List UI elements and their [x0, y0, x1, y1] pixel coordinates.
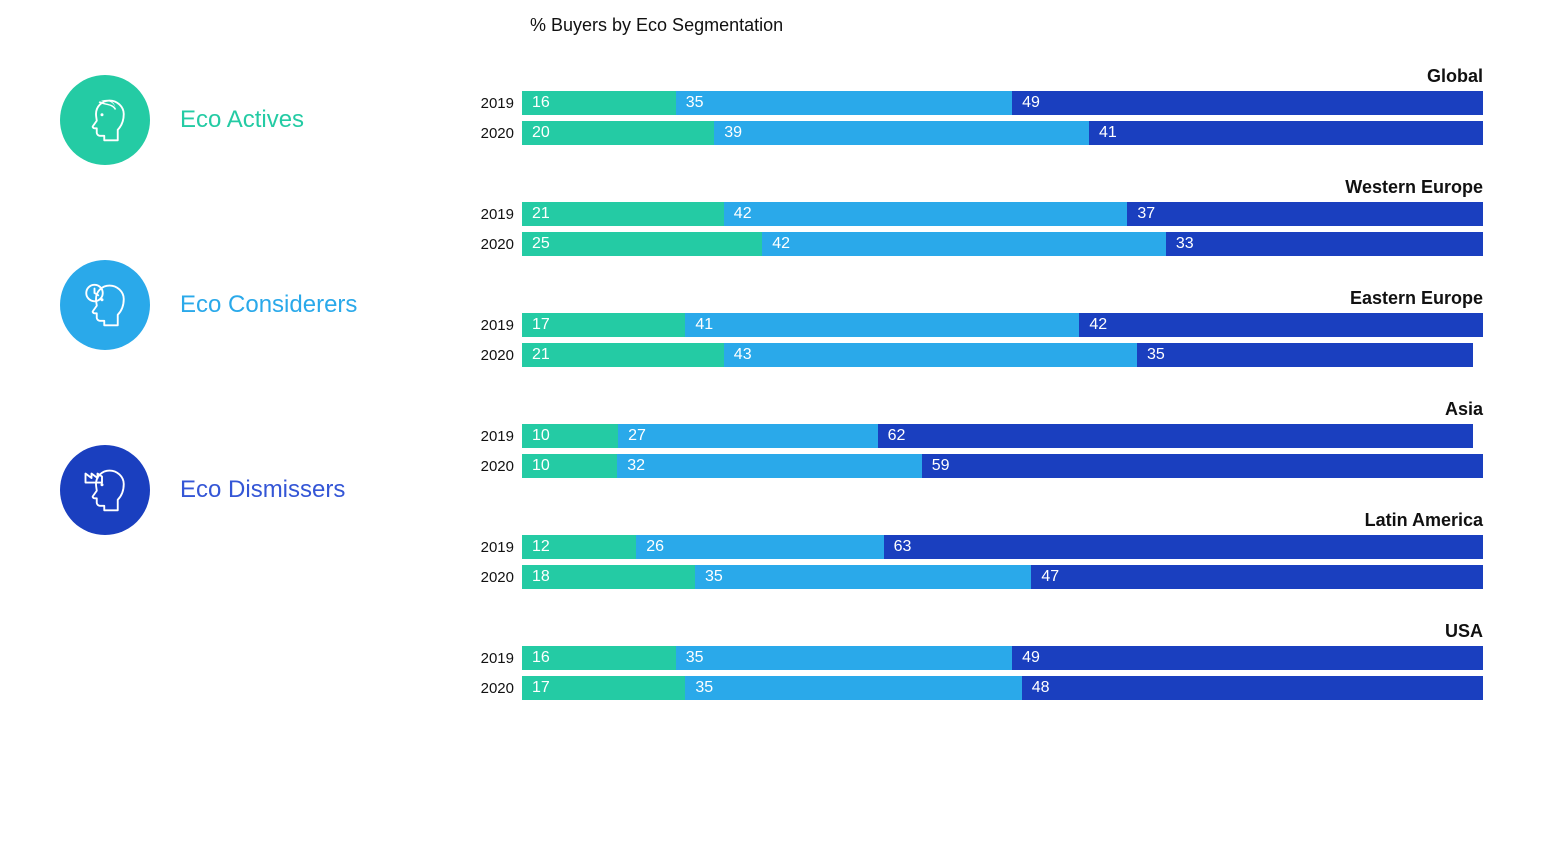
- bar-segment-actives: 16: [522, 646, 676, 670]
- bar-row: 2020103259: [470, 454, 1483, 478]
- clock-head-icon: [60, 260, 150, 350]
- bar-segment-actives: 20: [522, 121, 714, 145]
- factory-head-icon: [60, 445, 150, 535]
- bar-segment-actives: 10: [522, 454, 617, 478]
- bar-segment-actives: 17: [522, 313, 685, 337]
- chart-column: % Buyers by Eco Segmentation Global20191…: [470, 15, 1513, 836]
- legend-item-considerers: Eco Considerers: [60, 260, 470, 350]
- bar-track: 214335: [522, 343, 1483, 367]
- bar-row: 2019102762: [470, 424, 1483, 448]
- bar-track: 103259: [522, 454, 1483, 478]
- leaf-head-icon: [60, 75, 150, 165]
- bar-row: 2020254233: [470, 232, 1483, 256]
- chart-title: % Buyers by Eco Segmentation: [530, 15, 1483, 36]
- bar-track: 254233: [522, 232, 1483, 256]
- bar-track: 163549: [522, 646, 1483, 670]
- bar-segment-considerers: 41: [685, 313, 1079, 337]
- bar-track: 122663: [522, 535, 1483, 559]
- bar-segment-actives: 21: [522, 343, 724, 367]
- bar-segment-considerers: 35: [676, 646, 1012, 670]
- legend-item-dismissers: Eco Dismissers: [60, 445, 470, 535]
- year-label: 2019: [470, 539, 522, 556]
- legend-label: Eco Considerers: [180, 291, 357, 319]
- bar-segment-actives: 12: [522, 535, 636, 559]
- bar-track: 214237: [522, 202, 1483, 226]
- bar-segment-dismissers: 63: [884, 535, 1483, 559]
- bar-segment-dismissers: 33: [1166, 232, 1483, 256]
- bar-segment-actives: 17: [522, 676, 685, 700]
- bar-track: 173548: [522, 676, 1483, 700]
- bar-segment-actives: 16: [522, 91, 676, 115]
- region-label: USA: [470, 621, 1483, 642]
- bar-row: 2020173548: [470, 676, 1483, 700]
- region-block: Western Europe20192142372020254233: [470, 177, 1483, 256]
- bar-segment-dismissers: 35: [1137, 343, 1473, 367]
- region-label: Global: [470, 66, 1483, 87]
- bar-segment-actives: 25: [522, 232, 762, 256]
- legend-column: Eco Actives Eco Considerers Eco Dismisse…: [40, 15, 470, 836]
- bar-track: 183547: [522, 565, 1483, 589]
- region-label: Latin America: [470, 510, 1483, 531]
- bar-segment-considerers: 35: [685, 676, 1021, 700]
- bar-row: 2020214335: [470, 343, 1483, 367]
- year-label: 2020: [470, 236, 522, 253]
- bar-segment-dismissers: 49: [1012, 646, 1483, 670]
- year-label: 2020: [470, 680, 522, 697]
- bar-row: 2020203941: [470, 121, 1483, 145]
- regions-wrapper: Global20191635492020203941Western Europe…: [470, 66, 1483, 700]
- bar-segment-considerers: 26: [636, 535, 883, 559]
- bar-segment-considerers: 35: [695, 565, 1031, 589]
- region-label: Western Europe: [470, 177, 1483, 198]
- bar-segment-actives: 18: [522, 565, 695, 589]
- bar-segment-considerers: 27: [618, 424, 877, 448]
- bar-segment-dismissers: 62: [878, 424, 1474, 448]
- region-block: Latin America20191226632020183547: [470, 510, 1483, 589]
- chart-container: Eco Actives Eco Considerers Eco Dismisse…: [0, 0, 1553, 856]
- legend-item-actives: Eco Actives: [60, 75, 470, 165]
- bar-track: 102762: [522, 424, 1483, 448]
- bar-segment-considerers: 39: [714, 121, 1089, 145]
- year-label: 2019: [470, 317, 522, 334]
- bar-row: 2019214237: [470, 202, 1483, 226]
- bar-row: 2019163549: [470, 646, 1483, 670]
- bar-row: 2019163549: [470, 91, 1483, 115]
- year-label: 2020: [470, 347, 522, 364]
- bar-segment-actives: 21: [522, 202, 724, 226]
- bar-segment-dismissers: 42: [1079, 313, 1483, 337]
- bar-segment-dismissers: 41: [1089, 121, 1483, 145]
- year-label: 2020: [470, 569, 522, 586]
- year-label: 2019: [470, 206, 522, 223]
- year-label: 2019: [470, 650, 522, 667]
- year-label: 2020: [470, 125, 522, 142]
- year-label: 2019: [470, 95, 522, 112]
- bar-track: 174142: [522, 313, 1483, 337]
- year-label: 2020: [470, 458, 522, 475]
- bar-row: 2019174142: [470, 313, 1483, 337]
- bar-segment-dismissers: 37: [1127, 202, 1483, 226]
- bar-segment-considerers: 42: [724, 202, 1128, 226]
- bar-segment-considerers: 42: [762, 232, 1166, 256]
- region-block: Eastern Europe20191741422020214335: [470, 288, 1483, 367]
- year-label: 2019: [470, 428, 522, 445]
- bar-row: 2019122663: [470, 535, 1483, 559]
- bar-segment-considerers: 43: [724, 343, 1137, 367]
- bar-segment-actives: 10: [522, 424, 618, 448]
- bar-segment-considerers: 32: [617, 454, 921, 478]
- region-label: Asia: [470, 399, 1483, 420]
- bar-segment-dismissers: 47: [1031, 565, 1483, 589]
- bar-segment-dismissers: 49: [1012, 91, 1483, 115]
- region-block: USA20191635492020173548: [470, 621, 1483, 700]
- region-block: Global20191635492020203941: [470, 66, 1483, 145]
- bar-segment-considerers: 35: [676, 91, 1012, 115]
- legend-label: Eco Actives: [180, 106, 304, 134]
- region-label: Eastern Europe: [470, 288, 1483, 309]
- bar-track: 163549: [522, 91, 1483, 115]
- bar-row: 2020183547: [470, 565, 1483, 589]
- bar-track: 203941: [522, 121, 1483, 145]
- bar-segment-dismissers: 59: [922, 454, 1483, 478]
- region-block: Asia20191027622020103259: [470, 399, 1483, 478]
- bar-segment-dismissers: 48: [1022, 676, 1483, 700]
- legend-label: Eco Dismissers: [180, 476, 345, 504]
